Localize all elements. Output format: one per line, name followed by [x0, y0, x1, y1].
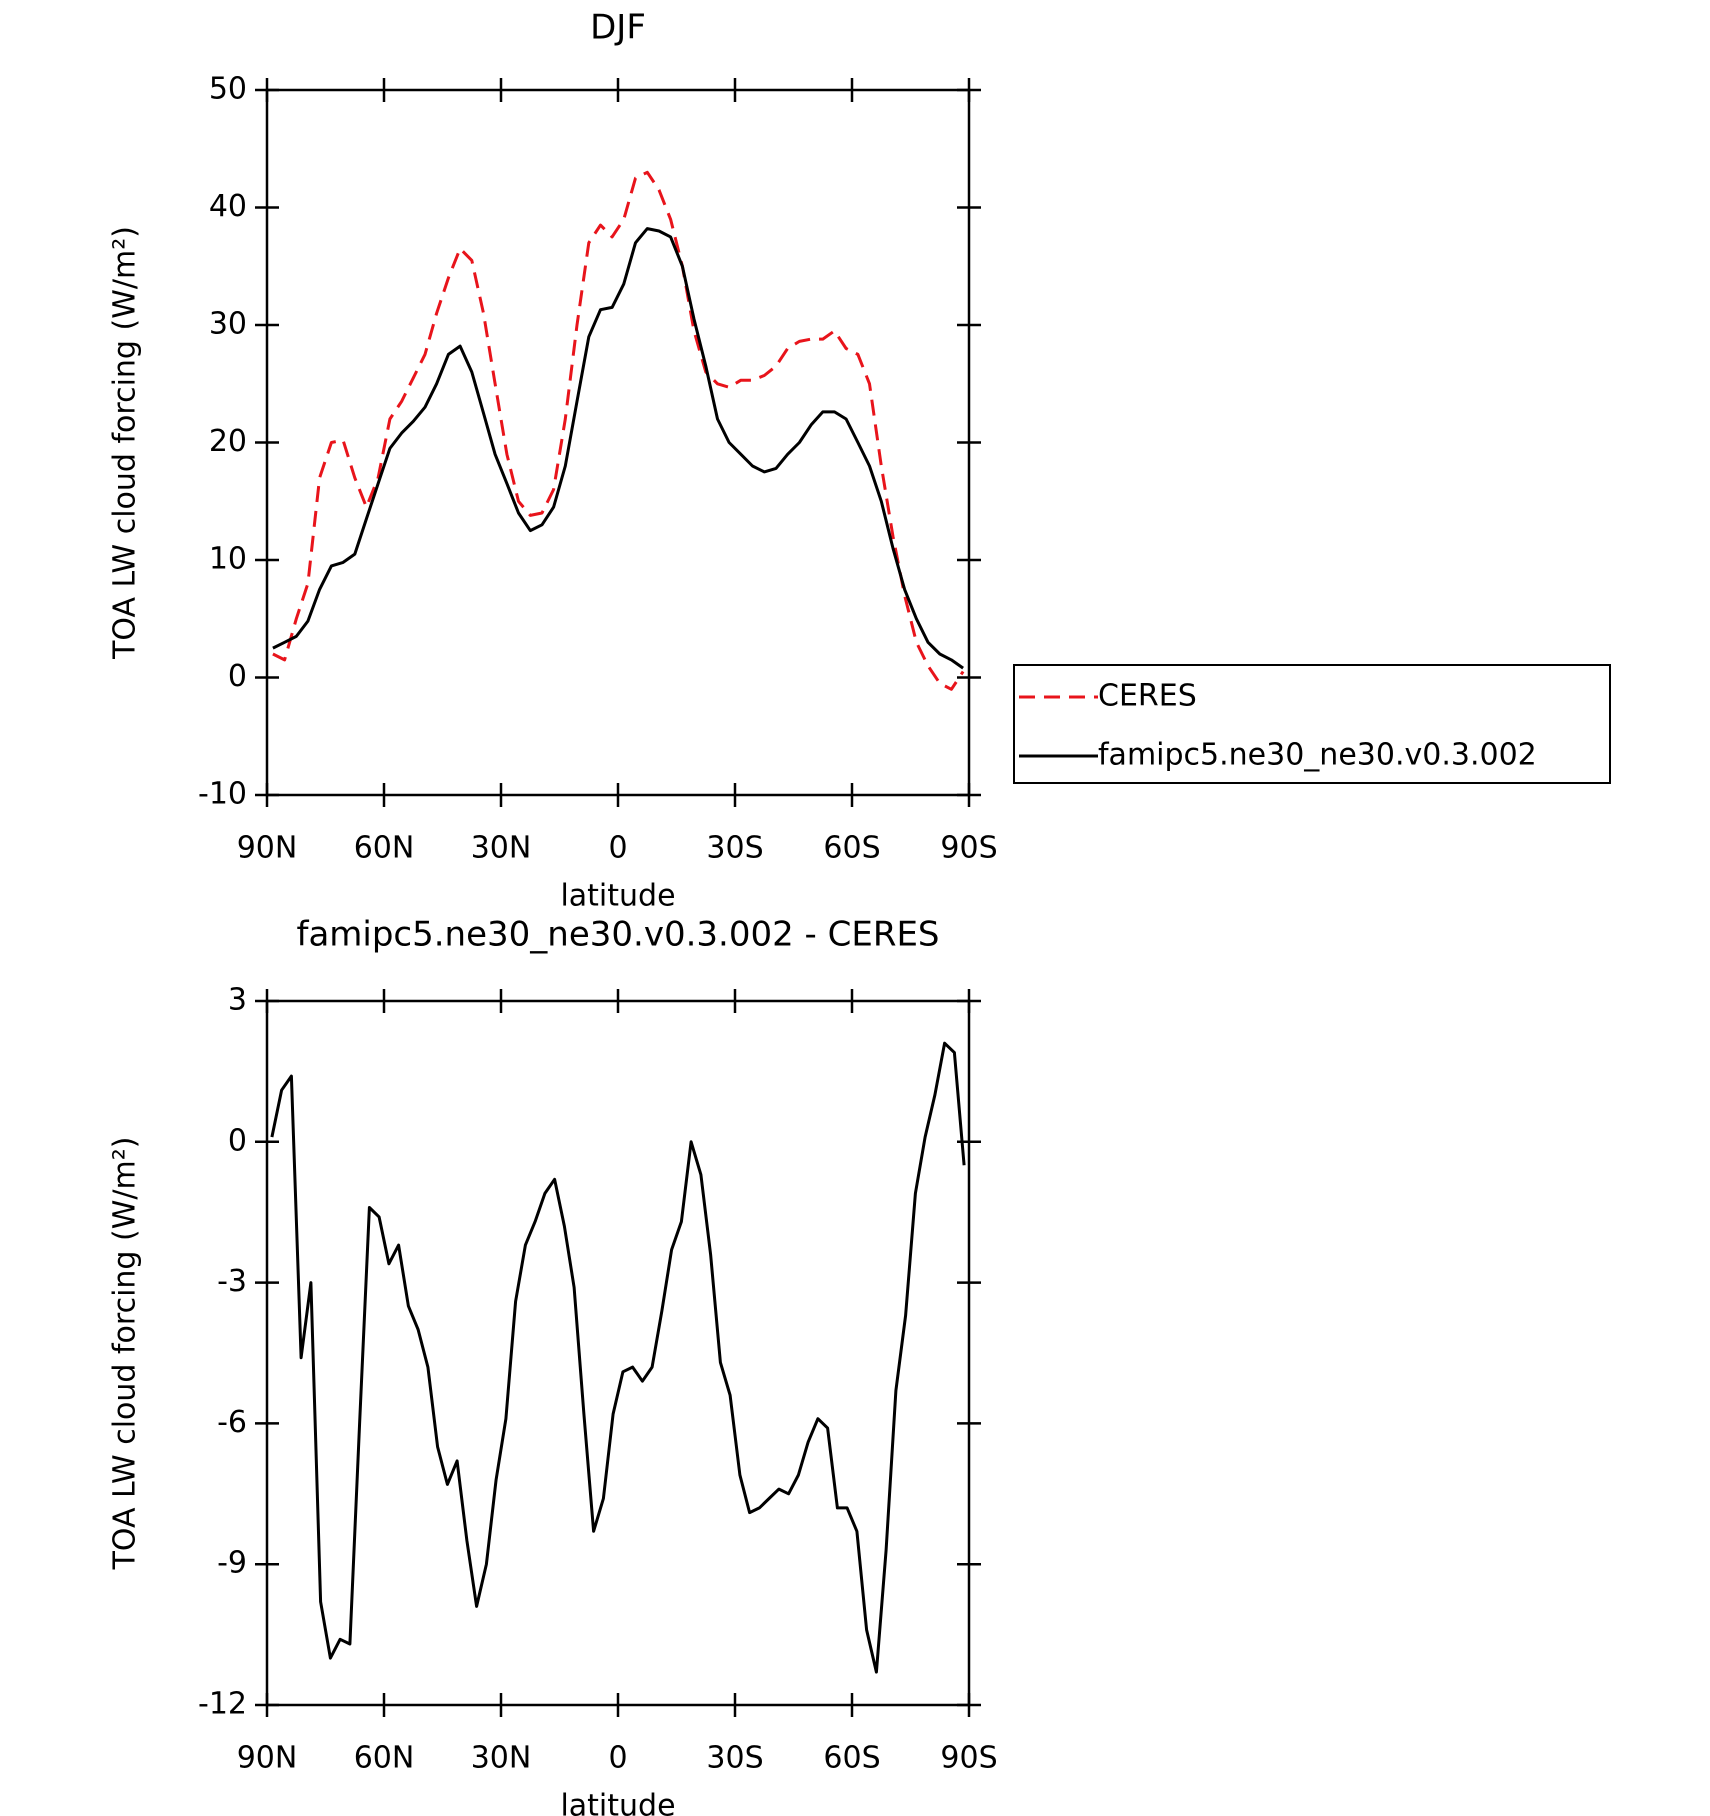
plot-frame [265, 88, 971, 797]
legend-label: famipc5.ne30_ne30.v0.3.002 [1098, 738, 1537, 773]
x-tick-label: 60S [823, 831, 880, 866]
x-tick-label: 30N [471, 831, 532, 866]
x-tick-label: 60N [354, 1741, 415, 1776]
y-tick-label: 10 [209, 542, 247, 577]
x-tick-label: 60S [823, 1741, 880, 1776]
series-line [270, 1041, 966, 1674]
y-tick-label: 50 [209, 72, 247, 107]
y-tick-label: -6 [217, 1405, 247, 1440]
y-tick-label: -3 [217, 1264, 247, 1299]
chart-title: DJF [590, 8, 646, 48]
series-line [272, 170, 965, 691]
series-line [272, 227, 964, 670]
y-tick-label: -10 [198, 777, 247, 812]
x-tick-label: 30S [706, 1741, 763, 1776]
x-tick-label: 90N [237, 1741, 298, 1776]
x-tick-label: 30N [471, 1741, 532, 1776]
y-tick-label: 0 [228, 1123, 247, 1158]
plot-frame [265, 999, 971, 1707]
y-axis-label: TOA LW cloud forcing (W/m²) [108, 1137, 143, 1571]
y-tick-label: 0 [228, 659, 247, 694]
y-tick-label: 40 [209, 189, 247, 224]
chart-title: famipc5.ne30_ne30.v0.3.002 - CERES [296, 915, 939, 955]
x-tick-label: 90S [940, 831, 997, 866]
x-tick-label: 30S [706, 831, 763, 866]
legend-box [1013, 664, 1611, 784]
legend-label: CERES [1098, 679, 1197, 714]
x-axis-label: latitude [560, 879, 675, 914]
x-tick-label: 60N [354, 831, 415, 866]
y-tick-label: 3 [228, 983, 247, 1018]
x-axis-label: latitude [560, 1789, 675, 1816]
y-tick-label: 20 [209, 424, 247, 459]
y-tick-label: -9 [217, 1546, 247, 1581]
x-tick-label: 0 [608, 831, 627, 866]
x-tick-label: 0 [608, 1741, 627, 1776]
y-axis-label: TOA LW cloud forcing (W/m²) [108, 226, 143, 660]
x-tick-label: 90S [940, 1741, 997, 1776]
y-tick-label: 30 [209, 307, 247, 342]
x-tick-label: 90N [237, 831, 298, 866]
y-tick-label: -12 [198, 1687, 247, 1722]
